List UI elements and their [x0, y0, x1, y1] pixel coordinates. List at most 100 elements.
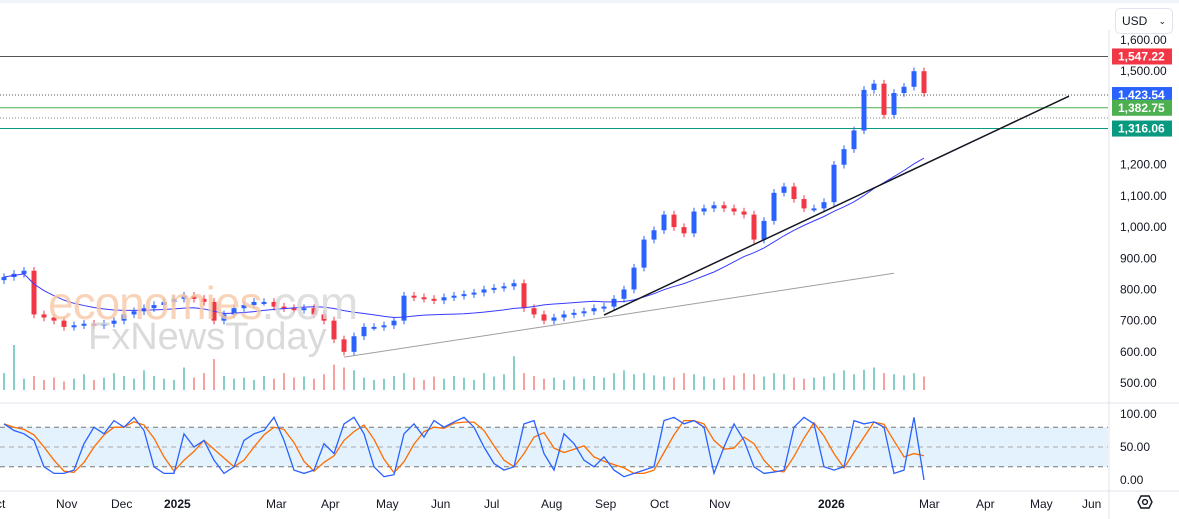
price-tag-bg	[1112, 99, 1172, 116]
candle-body	[91, 323, 97, 326]
candle-body	[361, 326, 367, 337]
candle-body	[871, 83, 877, 90]
candle-body	[291, 308, 297, 311]
candle-body	[771, 192, 777, 221]
volume-bar	[253, 379, 255, 390]
volume-bar	[23, 378, 25, 390]
candle-body	[161, 301, 167, 306]
time-tick-label: May	[376, 497, 399, 511]
time-tick-label: 2026	[818, 497, 845, 511]
candle-body	[731, 208, 737, 212]
candle-body	[141, 308, 147, 312]
time-tick-label: Mar	[266, 497, 287, 511]
candle-body	[571, 312, 577, 315]
volume-bar	[13, 345, 15, 390]
candle-body	[801, 199, 807, 209]
volume-bar	[433, 376, 435, 390]
candle-body	[831, 164, 837, 203]
candle-body	[81, 323, 87, 326]
volume-bar	[713, 378, 715, 390]
candle-body	[401, 295, 407, 321]
volume-bar	[803, 378, 805, 390]
price-tag-label: 1,382.75	[1118, 101, 1165, 115]
candle-body	[821, 202, 827, 209]
candle-body	[921, 71, 927, 94]
volume-bar	[273, 378, 275, 390]
time-tick-label: Apr	[976, 497, 995, 511]
candle-body	[721, 205, 727, 209]
candle-body	[301, 308, 307, 311]
candle-body	[421, 297, 427, 300]
price-tick-label: 900.00	[1120, 251, 1157, 265]
candle-body	[351, 336, 357, 352]
volume-bar	[693, 374, 695, 390]
price-tag-bg	[1112, 87, 1172, 104]
candle-body	[21, 270, 27, 274]
volume-bar	[853, 374, 855, 390]
candle-body	[601, 306, 607, 309]
volume-bar	[313, 378, 315, 390]
candle-body	[101, 323, 107, 326]
volume-bar	[683, 373, 685, 390]
candle-body	[231, 308, 237, 315]
price-tick-label: 500.00	[1120, 376, 1157, 390]
price-tag-bg	[1112, 120, 1172, 137]
candle-body	[471, 292, 477, 295]
chevron-down-icon: ⌄	[1158, 15, 1166, 26]
candle-body	[511, 283, 517, 287]
volume-bar	[573, 376, 575, 390]
volume-bar	[283, 373, 285, 390]
volume-bar	[553, 377, 555, 390]
candle-body	[781, 186, 787, 193]
candle-body	[31, 270, 37, 315]
candle-body	[621, 289, 627, 299]
candle-body	[251, 301, 257, 306]
price-tick-label: 1,200.00	[1120, 158, 1167, 172]
volume-bar	[93, 379, 95, 390]
volume-bar	[303, 376, 305, 390]
volume-bar	[373, 379, 375, 390]
currency-select[interactable]: USD ⌄	[1115, 8, 1173, 34]
volume-bar	[643, 373, 645, 390]
time-tick-label: Mar	[919, 497, 940, 511]
settings-gear-icon[interactable]	[1137, 494, 1153, 510]
volume-bar	[583, 378, 585, 390]
volume-bar	[403, 373, 405, 390]
time-tick-label: Oct	[650, 497, 669, 511]
candle-body	[661, 214, 667, 231]
candle-body	[61, 320, 67, 327]
volume-bar	[883, 373, 885, 390]
volume-bar	[773, 373, 775, 390]
price-tag-label: 1,316.06	[1118, 122, 1165, 136]
candle-body	[671, 214, 677, 228]
volume-bar	[393, 375, 395, 390]
candle-body	[711, 205, 717, 209]
candle-body	[481, 289, 487, 293]
volume-bar	[363, 377, 365, 390]
price-tick-label: 800.00	[1120, 282, 1157, 296]
currency-value: USD	[1122, 14, 1148, 28]
volume-bar	[493, 376, 495, 390]
volume-bar	[793, 377, 795, 390]
time-tick-label: Aug	[541, 497, 562, 511]
volume-bar	[353, 370, 355, 390]
volume-bar	[753, 374, 755, 390]
candle-body	[151, 305, 157, 309]
oscillator-tick-label: 100.00	[1120, 407, 1157, 421]
candle-body	[261, 301, 267, 304]
time-tick-label: May	[1030, 497, 1053, 511]
volume-bar	[153, 375, 155, 390]
candle-body	[41, 314, 47, 318]
candle-body	[701, 208, 707, 212]
volume-bar	[223, 375, 225, 390]
candle-body	[321, 314, 327, 321]
candle-body	[651, 230, 657, 240]
candle-body	[431, 298, 437, 301]
candle-body	[491, 287, 497, 290]
volume-bar	[923, 376, 925, 390]
candle-body	[611, 298, 617, 307]
candle-body	[311, 308, 317, 315]
candle-body	[551, 317, 557, 321]
